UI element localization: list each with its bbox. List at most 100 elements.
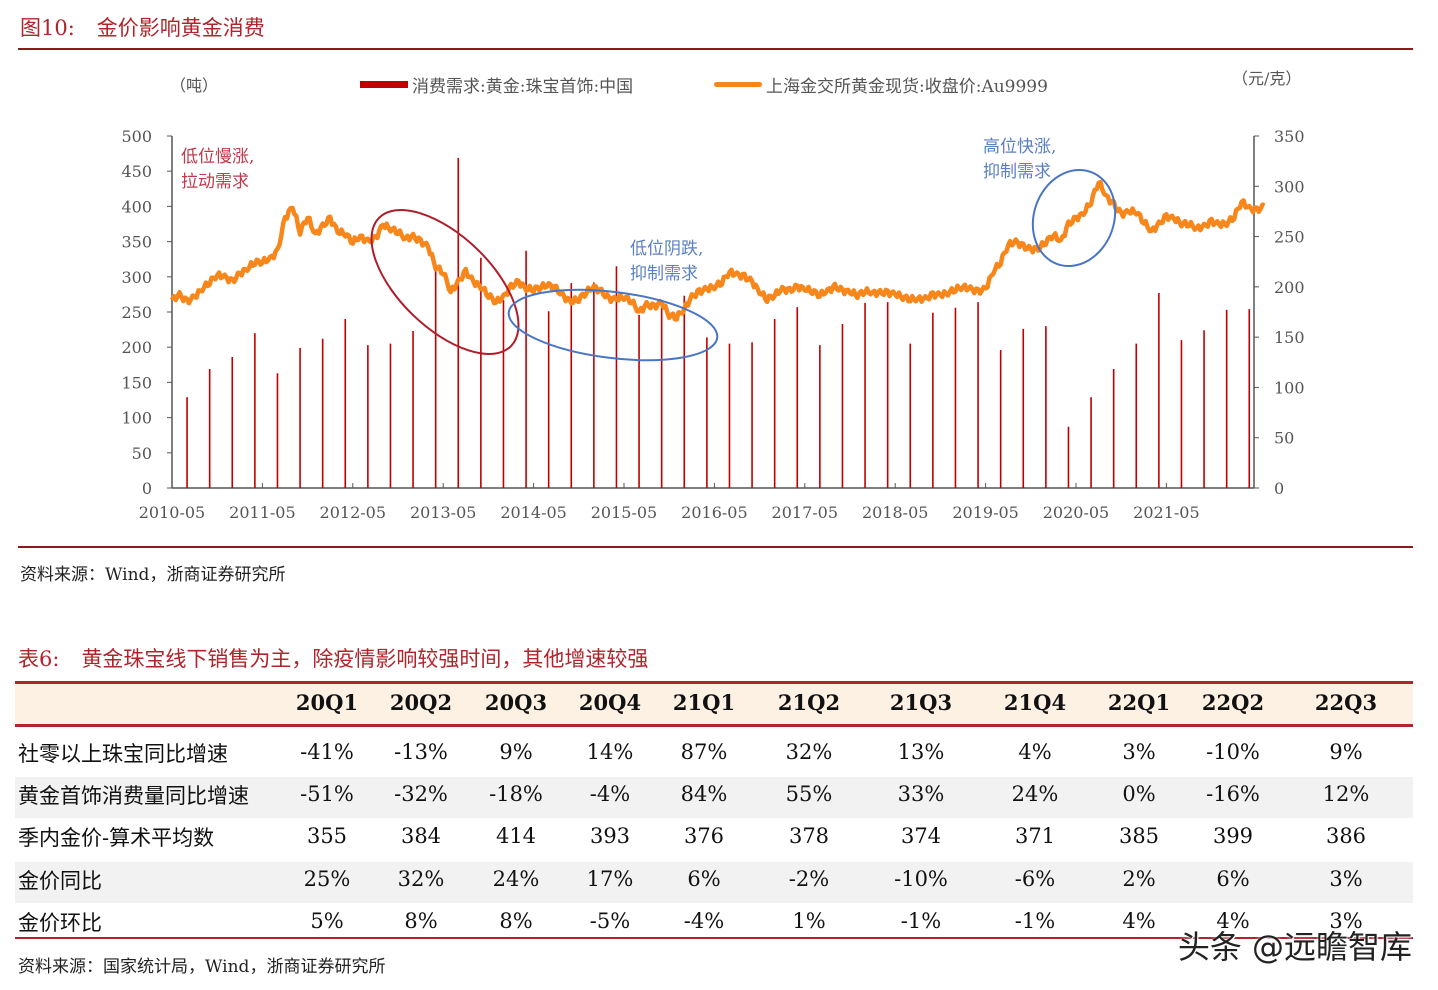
table-row-label: 金价同比 <box>18 869 102 893</box>
annotation-text: 低位慢涨, <box>181 146 254 167</box>
legend-swatch-bar <box>360 81 408 88</box>
table-cell: 6% <box>687 867 721 891</box>
annotation-text: 低位阴跌, <box>630 239 703 259</box>
legend-swatch-line <box>714 82 762 87</box>
table-cell: 376 <box>683 824 725 848</box>
table-cell: -6% <box>1014 867 1056 891</box>
annotation-ellipse-red <box>370 209 520 355</box>
table-column-header: 20Q4 <box>578 690 642 715</box>
table-cell: -1% <box>900 909 942 933</box>
table-cell: 386 <box>1325 824 1367 848</box>
table-cell: 0% <box>1122 782 1156 806</box>
table-cell: 378 <box>788 824 830 848</box>
table-cell: 24% <box>492 867 540 891</box>
table-cell: -18% <box>489 782 543 806</box>
price-line <box>169 179 1266 322</box>
left-tick-label: 450 <box>121 162 152 181</box>
table-cell: 13% <box>897 740 945 764</box>
table-cell: 33% <box>897 782 945 806</box>
table-cell: 371 <box>1014 824 1056 848</box>
table-cell: 384 <box>400 824 442 848</box>
right-tick-label: 150 <box>1274 328 1305 347</box>
figure-top-rule <box>18 48 1413 50</box>
figure-title-text: 金价影响黄金消费 <box>96 16 265 40</box>
left-tick-label: 350 <box>121 233 152 252</box>
gold-chart: 0 50 100 150 200 250 300 350 400 450 500 0 50 100 150 2… <box>121 127 1305 522</box>
figure-number: 图10: <box>20 16 75 40</box>
table-cell: 2% <box>1122 867 1156 891</box>
x-tick-label: 2018-05 <box>862 503 928 522</box>
table-cell: 12% <box>1322 782 1370 806</box>
annotation-text: 拉动需求 <box>181 172 249 192</box>
table-cell: -1% <box>1014 909 1056 933</box>
table-row-stripe <box>15 777 1413 818</box>
left-tick-label: 50 <box>132 444 152 463</box>
table-cell: 4% <box>1216 909 1250 933</box>
table-cell: 385 <box>1118 824 1160 848</box>
table-column-header: 21Q3 <box>889 690 953 715</box>
left-tick-label: 250 <box>121 303 152 322</box>
annotation-text: 抑制需求 <box>630 264 698 284</box>
table-cell: 8% <box>499 909 533 933</box>
table-row-label: 金价环比 <box>18 911 102 935</box>
x-tick-label: 2020-05 <box>1043 503 1109 522</box>
table-cell: 8% <box>404 909 438 933</box>
x-tick-label: 2021-05 <box>1133 503 1199 522</box>
table-cell: 399 <box>1212 824 1254 848</box>
legend-bars: 消费需求:黄金:珠宝首饰:中国 <box>360 72 633 97</box>
left-tick-label: 300 <box>121 268 152 287</box>
table-bottom-rule <box>15 937 1413 939</box>
table-cell: -4% <box>589 782 631 806</box>
table-cell: 414 <box>495 824 537 848</box>
table-column-header: 20Q2 <box>389 690 453 715</box>
annotation-ellipse-blue-1 <box>507 288 719 362</box>
left-tick-label: 400 <box>121 197 152 216</box>
table-header-row <box>15 682 1413 726</box>
x-tick-label: 2016-05 <box>681 503 747 522</box>
x-tick-label: 2013-05 <box>410 503 476 522</box>
table-cell: 32% <box>785 740 833 764</box>
table-column-header: 21Q2 <box>777 690 841 715</box>
table-row-label: 季内金价-算术平均数 <box>18 826 215 850</box>
x-tick-label: 2011-05 <box>229 503 295 522</box>
x-tick-label: 2015-05 <box>591 503 657 522</box>
table-column-header: 22Q3 <box>1314 690 1378 715</box>
left-tick-label: 100 <box>121 409 152 428</box>
table-cell: 6% <box>1216 867 1250 891</box>
table-cell: 9% <box>499 740 533 764</box>
table-source: 资料来源：国家统计局，Wind，浙商证券研究所 <box>18 957 386 977</box>
table-cell: 5% <box>310 909 344 933</box>
table-cell: 32% <box>397 867 445 891</box>
table-cell: -41% <box>300 740 354 764</box>
right-tick-label: 200 <box>1274 278 1305 297</box>
table-cell: 374 <box>900 824 942 848</box>
left-axis-unit: （吨） <box>170 76 219 95</box>
x-tick-label: 2014-05 <box>500 503 566 522</box>
table-column-header: 21Q4 <box>1003 690 1067 715</box>
annotation-text: 抑制需求 <box>983 162 1051 182</box>
table-row-label: 黄金首饰消费量同比增速 <box>18 784 249 808</box>
right-tick-label: 350 <box>1274 127 1305 146</box>
table-cell: 14% <box>586 740 634 764</box>
table-cell: 3% <box>1122 740 1156 764</box>
table-cell: 87% <box>680 740 728 764</box>
table-title: 表6: 黄金珠宝线下销售为主，除疫情影响较强时间，其他增速较强 <box>18 643 648 673</box>
x-tick-label: 2019-05 <box>952 503 1018 522</box>
right-tick-label: 250 <box>1274 228 1305 247</box>
left-tick-label: 200 <box>121 338 152 357</box>
figure-title: 图10: 金价影响黄金消费 <box>20 12 287 42</box>
right-tick-label: 100 <box>1274 378 1305 397</box>
table-cell: -32% <box>394 782 448 806</box>
right-tick-label: 300 <box>1274 177 1305 196</box>
legend-line: 上海金交所黄金现货:收盘价:Au9999 <box>714 72 1048 97</box>
left-tick-label: 150 <box>121 373 152 392</box>
left-tick-label: 0 <box>142 479 152 498</box>
table-cell: 355 <box>306 824 348 848</box>
table-number: 表6: <box>18 647 60 671</box>
annotation-ellipse-blue-2 <box>1031 168 1117 268</box>
watermark: 头条 @远瞻智库 <box>1177 928 1412 966</box>
table-row-stripe <box>15 862 1413 903</box>
table-top-rule <box>15 681 1413 684</box>
right-tick-label: 50 <box>1274 429 1294 448</box>
